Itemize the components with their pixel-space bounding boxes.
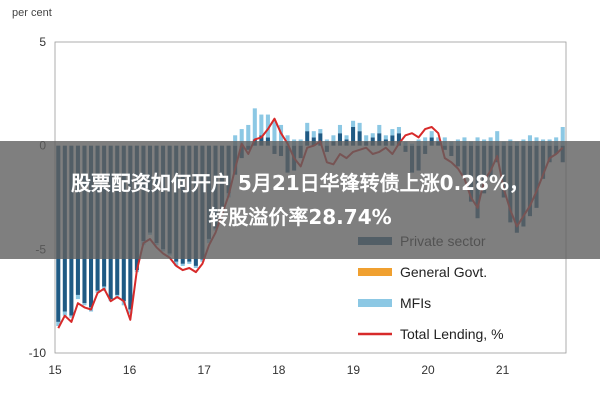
bar-mfis — [246, 124, 251, 146]
x-tick-label: 17 — [198, 363, 212, 377]
legend-swatch — [358, 268, 392, 276]
bar-mfis — [311, 131, 316, 138]
bar-mfis — [527, 135, 532, 146]
bar-mfis — [115, 294, 120, 298]
bar-mfis — [239, 129, 244, 146]
bar-mfis — [495, 131, 500, 146]
bar-private-sector — [318, 133, 323, 146]
bar-mfis — [278, 124, 284, 146]
bar-mfis — [180, 263, 185, 266]
bar-mfis — [200, 259, 205, 262]
legend-label: Total Lending, % — [400, 326, 504, 342]
bar-mfis — [233, 135, 238, 146]
headline-line-2: 转股溢价率28.74% — [208, 205, 392, 229]
bar-mfis — [383, 135, 388, 140]
bar-private-sector — [396, 133, 401, 146]
bar-mfis — [377, 124, 382, 134]
bar-private-sector — [259, 135, 264, 146]
bar-private-sector — [390, 135, 395, 146]
bar-mfis — [259, 114, 264, 136]
bar-mfis — [272, 120, 277, 146]
bar-private-sector — [377, 133, 382, 146]
bar-mfis — [174, 261, 179, 266]
legend-label: General Govt. — [400, 264, 487, 280]
bar-mfis — [265, 114, 270, 138]
x-tick-label: 16 — [123, 363, 137, 377]
bar-mfis — [62, 311, 67, 316]
headline-banner: 股票配资如何开户 5月21日华锋转债上涨0.28%， 转股溢价率28.74% — [0, 141, 600, 259]
bar-mfis — [56, 321, 61, 327]
bar-mfis — [285, 135, 290, 146]
bar-mfis — [305, 122, 310, 132]
bar-mfis — [390, 129, 395, 136]
bar-mfis — [560, 127, 565, 146]
headline-line-1: 股票配资如何开户 5月21日华锋转债上涨0.28%， — [70, 171, 530, 195]
bar-mfis — [128, 309, 133, 314]
bar-mfis — [396, 127, 401, 134]
bar-mfis — [364, 135, 369, 142]
bar-mfis — [331, 135, 336, 142]
x-tick-label: 15 — [48, 363, 62, 377]
bar-mfis — [436, 137, 441, 142]
legend-swatch — [358, 299, 392, 307]
bar-mfis — [75, 294, 80, 300]
bar-mfis — [187, 261, 192, 264]
bar-mfis — [318, 129, 323, 134]
bar-mfis — [370, 133, 375, 138]
x-tick-label: 21 — [496, 363, 510, 377]
bar-mfis — [429, 131, 434, 138]
bar-mfis — [337, 124, 343, 134]
bar-mfis — [193, 265, 198, 268]
x-ticks: 15 16 17 18 19 20 21 — [48, 363, 509, 377]
bar-private-sector — [357, 131, 362, 146]
bar-private-sector — [305, 131, 310, 146]
y-axis-label: per cent — [12, 7, 52, 19]
bar-mfis — [252, 108, 257, 140]
bar-private-sector — [351, 127, 356, 146]
y-tick-label: -10 — [29, 346, 47, 360]
bar-private-sector — [337, 133, 343, 146]
bar-mfis — [82, 303, 87, 306]
legend-label: MFIs — [400, 295, 431, 311]
bar-mfis — [357, 122, 362, 132]
bar-mfis — [344, 135, 349, 140]
bar-mfis — [351, 120, 356, 128]
y-tick-label: 5 — [39, 35, 46, 49]
x-tick-label: 19 — [347, 363, 361, 377]
x-tick-label: 20 — [421, 363, 435, 377]
bar-mfis — [69, 315, 74, 318]
x-tick-label: 18 — [272, 363, 286, 377]
